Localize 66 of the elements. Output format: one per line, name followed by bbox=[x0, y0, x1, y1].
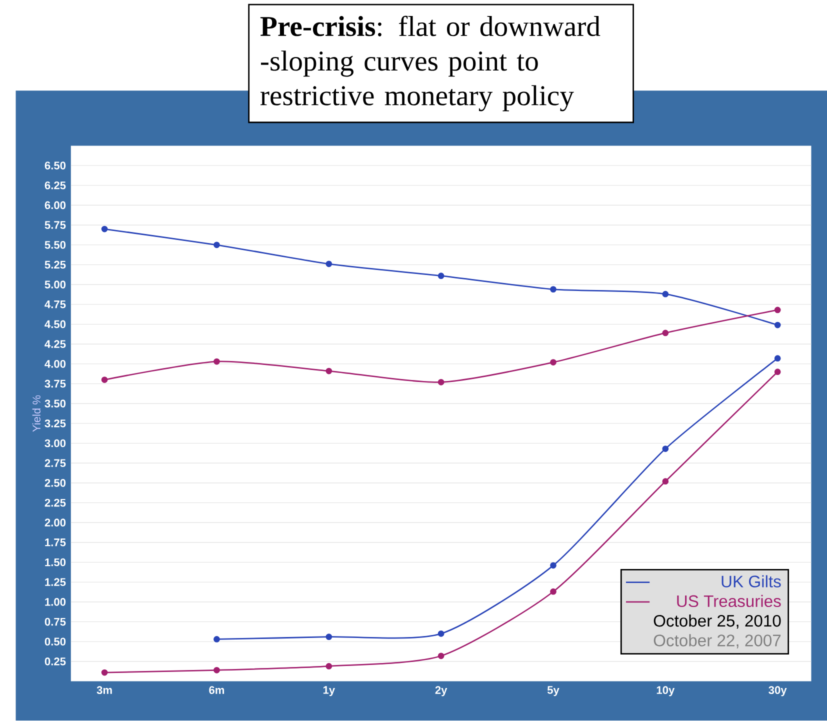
x-tick-label: 1y bbox=[323, 686, 335, 696]
y-tick-label: 5.00 bbox=[44, 280, 66, 289]
x-tick-label: 3m bbox=[96, 686, 112, 694]
point bbox=[214, 358, 220, 365]
point bbox=[438, 652, 444, 660]
x-tick-label: 10y bbox=[656, 686, 675, 696]
point bbox=[326, 368, 332, 374]
point bbox=[662, 478, 669, 485]
point bbox=[101, 670, 108, 676]
y-tick-label: 4.00 bbox=[44, 360, 66, 368]
point bbox=[326, 634, 332, 640]
point bbox=[214, 667, 220, 674]
y-tick-label: 1.50 bbox=[45, 558, 66, 566]
text: Pre-crisis: flat or downward -sloping curves point to restrictive monetary policy bbox=[260, 16, 600, 112]
y-tick-label: 3.50 bbox=[44, 400, 66, 408]
y-tick-label: 0.75 bbox=[44, 618, 66, 626]
x-tick-label: 5y bbox=[547, 686, 560, 696]
y-tick-label: 5.25 bbox=[44, 260, 66, 269]
point bbox=[662, 330, 669, 336]
y-tick-label: 6.00 bbox=[44, 201, 66, 210]
point bbox=[438, 272, 444, 280]
point bbox=[774, 355, 781, 362]
y-tick-label: 0.25 bbox=[44, 658, 66, 666]
point bbox=[774, 306, 781, 314]
y-tick-label: 1.00 bbox=[45, 598, 66, 606]
annotation: October 25, 2010 bbox=[654, 614, 781, 629]
x-tick-label: 30y bbox=[768, 686, 787, 696]
y-tick-label: 3.25 bbox=[44, 420, 66, 428]
y-tick-label: 0.50 bbox=[44, 638, 66, 646]
point bbox=[326, 260, 332, 268]
y-axis-title: Yield % bbox=[32, 396, 40, 432]
y-tick-label: 5.50 bbox=[44, 241, 66, 249]
y-tick-label: 2.75 bbox=[44, 459, 66, 468]
y-tick-label: 1.25 bbox=[45, 578, 66, 586]
point bbox=[214, 242, 220, 248]
y-tick-label: 5.75 bbox=[44, 221, 66, 230]
y-tick-label: 6.25 bbox=[44, 182, 66, 190]
y-tick-label: 1.75 bbox=[45, 538, 66, 546]
y-tick-label: 4.25 bbox=[44, 340, 66, 348]
point bbox=[214, 636, 220, 643]
point bbox=[774, 322, 781, 328]
y-tick-label: 3.75 bbox=[44, 380, 66, 388]
point bbox=[550, 286, 556, 293]
text: UK Gilts bbox=[722, 575, 781, 588]
y-tick-label: 4.75 bbox=[44, 300, 66, 308]
annotation: October 22, 2007 bbox=[654, 634, 781, 648]
point bbox=[438, 630, 444, 638]
point bbox=[774, 368, 781, 376]
y-tick-label: 2.25 bbox=[44, 499, 66, 507]
point bbox=[326, 663, 332, 670]
y-tick-label: 3.00 bbox=[44, 439, 66, 448]
point bbox=[438, 379, 444, 386]
legend-label: US Treasuries bbox=[677, 595, 781, 608]
x-tick-label: 6m bbox=[209, 686, 224, 694]
point bbox=[662, 446, 669, 452]
point bbox=[550, 359, 556, 366]
point bbox=[101, 226, 108, 232]
point bbox=[101, 376, 108, 384]
y-tick-label: 2.50 bbox=[44, 479, 66, 488]
y-tick-label: 2.00 bbox=[44, 518, 66, 527]
point bbox=[662, 291, 669, 298]
point bbox=[550, 588, 556, 595]
y-tick-label: 4.50 bbox=[44, 320, 66, 328]
y-tick-label: 6.50 bbox=[44, 162, 66, 170]
point bbox=[550, 562, 556, 569]
x-tick-label: 2y bbox=[435, 686, 448, 696]
